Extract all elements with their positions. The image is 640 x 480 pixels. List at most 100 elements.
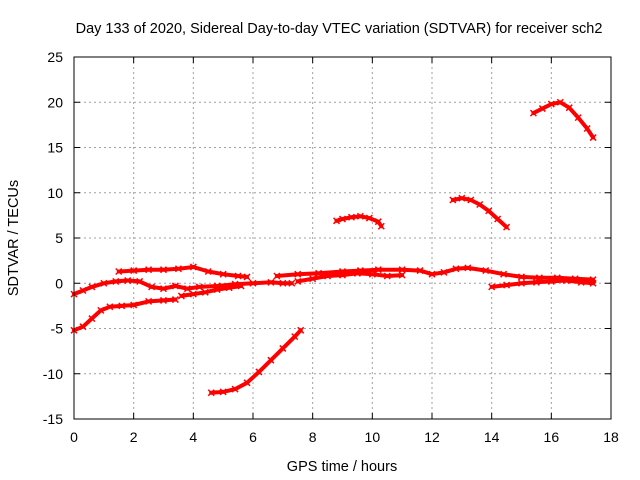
data-point bbox=[148, 283, 156, 291]
data-point bbox=[347, 213, 355, 221]
data-point bbox=[124, 277, 132, 285]
series-track-1 bbox=[70, 277, 296, 298]
x-tick-label: 4 bbox=[189, 429, 197, 445]
data-point bbox=[234, 272, 242, 280]
data-point bbox=[189, 263, 197, 271]
data-point bbox=[249, 279, 257, 287]
data-point bbox=[547, 277, 555, 285]
data-point bbox=[189, 290, 197, 298]
data-point bbox=[100, 279, 108, 287]
data-point bbox=[112, 277, 120, 285]
y-tick-label: -10 bbox=[43, 366, 63, 382]
data-point bbox=[377, 222, 385, 230]
data-point bbox=[538, 105, 546, 113]
data-point bbox=[115, 267, 123, 276]
plot-frame bbox=[73, 56, 612, 420]
data-point bbox=[177, 292, 185, 300]
x-tick-label: 12 bbox=[424, 429, 440, 445]
data-point bbox=[145, 266, 153, 274]
data-point bbox=[145, 297, 153, 305]
data-point bbox=[106, 303, 114, 311]
x-axis-title: GPS time / hours bbox=[287, 459, 397, 475]
data-point bbox=[532, 278, 540, 286]
y-tick-label: 10 bbox=[47, 185, 63, 201]
data-point bbox=[219, 388, 227, 396]
series-line bbox=[72, 278, 294, 297]
data-point bbox=[503, 223, 511, 231]
data-point bbox=[213, 286, 221, 294]
data-point bbox=[449, 196, 457, 204]
data-point bbox=[353, 269, 361, 277]
data-point bbox=[273, 272, 281, 280]
x-tick-label: 0 bbox=[70, 429, 78, 445]
data-point bbox=[195, 283, 203, 291]
data-point bbox=[79, 286, 87, 295]
data-point bbox=[288, 279, 296, 287]
data-point bbox=[279, 279, 287, 287]
data-point bbox=[383, 272, 391, 280]
data-point bbox=[225, 284, 233, 292]
data-point bbox=[130, 267, 138, 275]
data-point bbox=[171, 296, 179, 304]
x-tick-label: 16 bbox=[544, 429, 560, 445]
data-point bbox=[589, 134, 597, 142]
data-layer bbox=[70, 98, 597, 397]
data-point bbox=[338, 215, 347, 223]
data-point bbox=[398, 271, 406, 279]
data-point bbox=[368, 270, 376, 278]
data-point bbox=[309, 275, 317, 283]
data-point bbox=[398, 266, 406, 274]
series-line bbox=[209, 328, 303, 395]
series-track-10 bbox=[449, 194, 511, 231]
chart-title: Day 133 of 2020, Sidereal Day-to-day VTE… bbox=[76, 21, 603, 37]
data-point bbox=[79, 323, 87, 331]
data-point bbox=[207, 389, 215, 397]
data-point bbox=[136, 277, 144, 285]
data-point bbox=[297, 326, 305, 334]
data-point bbox=[416, 267, 424, 275]
data-point bbox=[171, 282, 179, 290]
y-tick-label: 15 bbox=[47, 140, 63, 156]
data-point bbox=[333, 217, 341, 225]
data-point bbox=[565, 104, 573, 112]
data-point bbox=[547, 100, 555, 108]
data-point bbox=[535, 274, 543, 282]
series-track-2 bbox=[70, 296, 179, 334]
data-point bbox=[118, 302, 126, 310]
series-track-11 bbox=[529, 98, 597, 142]
data-point bbox=[374, 266, 382, 274]
data-point bbox=[440, 268, 448, 276]
y-tick-label: 5 bbox=[55, 230, 63, 246]
series-line bbox=[489, 278, 596, 289]
x-tick-label: 2 bbox=[130, 429, 138, 445]
data-point bbox=[219, 270, 227, 278]
series-track-4 bbox=[177, 282, 245, 300]
data-point bbox=[204, 267, 212, 276]
x-tick-label: 10 bbox=[365, 429, 381, 445]
series-track-3 bbox=[115, 263, 251, 281]
data-point bbox=[374, 218, 382, 226]
data-point bbox=[485, 207, 493, 215]
data-point bbox=[231, 385, 239, 393]
data-point bbox=[279, 344, 287, 352]
y-tick-label: 0 bbox=[55, 275, 63, 291]
series-track-8 bbox=[488, 277, 597, 291]
data-point bbox=[356, 212, 364, 220]
data-point bbox=[291, 333, 299, 341]
data-point bbox=[464, 264, 472, 272]
data-point bbox=[97, 306, 105, 314]
y-tick-label: 25 bbox=[47, 49, 63, 65]
data-point bbox=[494, 215, 502, 223]
data-point bbox=[458, 194, 466, 202]
x-tick-label: 14 bbox=[484, 429, 500, 445]
data-point bbox=[159, 285, 168, 293]
data-point bbox=[88, 283, 96, 291]
series-track-7 bbox=[294, 269, 406, 285]
data-point bbox=[574, 114, 582, 122]
data-point bbox=[562, 277, 570, 285]
x-tick-label: 6 bbox=[249, 429, 257, 445]
data-point bbox=[174, 265, 182, 273]
data-point bbox=[183, 285, 191, 293]
series-line bbox=[450, 196, 509, 230]
